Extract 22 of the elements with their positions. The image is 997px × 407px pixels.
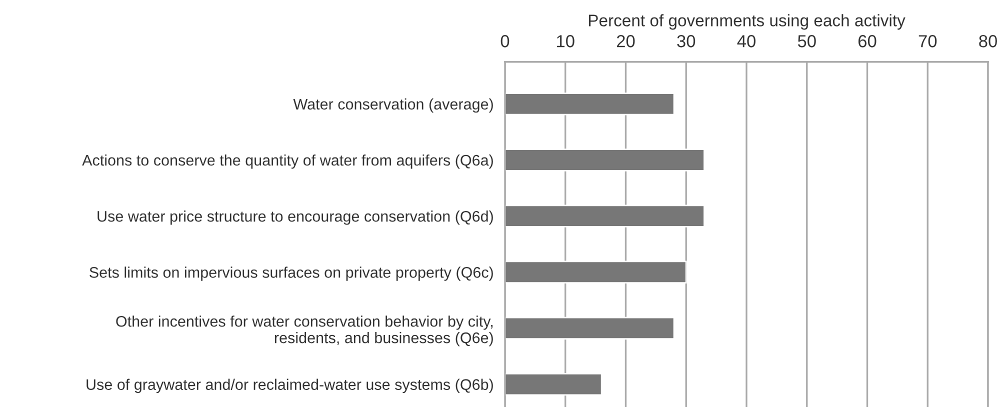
y-tick-label: Actions to conserve the quantity of water from aquifers (Q6a)	[82, 154, 493, 169]
x-tick-label: 80	[979, 35, 997, 48]
x-tick-label: 50	[798, 35, 816, 48]
x-axis-title: Percent of governments using each activity	[589, 14, 906, 30]
x-tick-label: 10	[557, 35, 574, 48]
y-tick-label: Other incentives for water conservation behavior by city, residents, and businesses (Q6e)	[116, 316, 493, 346]
y-tick-label: Use of graywater and/or reclaimed-water use systems (Q6b)	[86, 378, 493, 394]
x-tick-label: 20	[616, 35, 635, 48]
bar	[504, 148, 705, 172]
bar	[504, 204, 705, 228]
bar	[504, 316, 675, 340]
x-tick-label: 70	[918, 35, 937, 48]
y-tick-label: Water conservation (average)	[293, 98, 493, 113]
bar	[504, 92, 675, 116]
bar	[504, 260, 687, 284]
x-tick-label: 60	[858, 35, 876, 48]
x-tick-label: 0	[500, 35, 510, 48]
y-tick-label: Use water price structure to encourage conservation (Q6d)	[98, 210, 493, 225]
bar	[504, 372, 602, 396]
x-tick-label: 30	[677, 35, 696, 48]
y-tick-label: Sets limits on impervious surfaces on private property (Q6c)	[90, 266, 493, 281]
x-tick-label: 40	[737, 35, 756, 48]
